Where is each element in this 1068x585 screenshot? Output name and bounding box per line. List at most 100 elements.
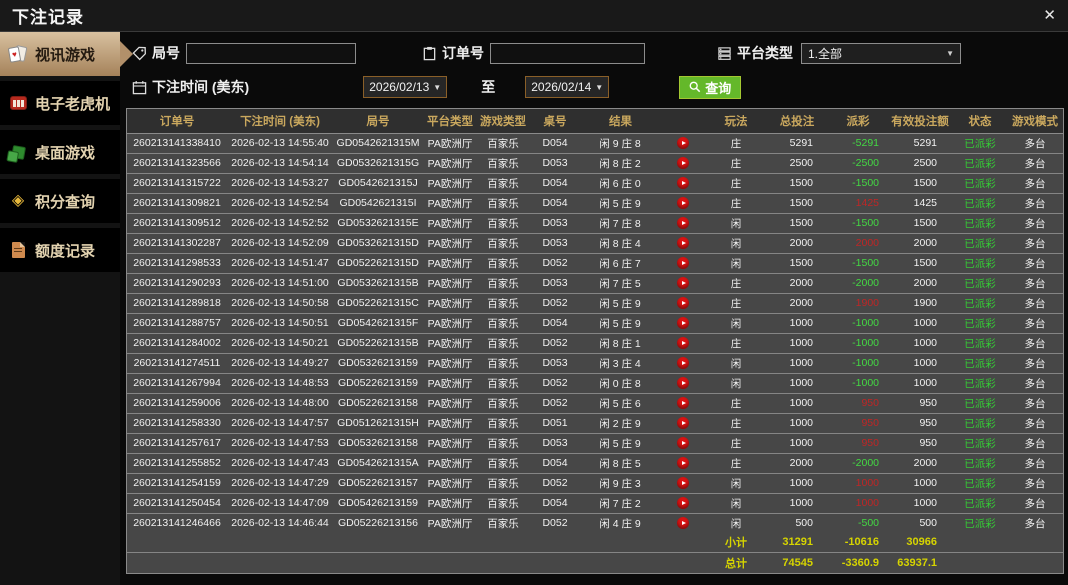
dice-icon <box>8 142 28 162</box>
sidebar-item-slots[interactable]: 电子老虎机 <box>0 81 120 125</box>
cell-valid-bet: 2000 <box>887 233 953 254</box>
cell-platform: PA欧洲厅 <box>423 253 477 274</box>
cell-bet-time: 2026-02-13 14:52:54 <box>227 193 333 214</box>
cell-valid-bet: 2000 <box>887 453 953 474</box>
play-video-icon[interactable] <box>677 137 689 149</box>
cell-table-no: D054 <box>529 133 581 154</box>
cell-order: 260213141289818 <box>127 293 227 314</box>
date-to-picker[interactable]: 2026/02/14 ▼ <box>525 76 610 98</box>
close-icon[interactable]: ✕ <box>1043 7 1056 24</box>
table-row: 260213141254159 2026-02-13 14:47:29 GD05… <box>127 473 1063 494</box>
cell-table-no: D053 <box>529 233 581 254</box>
cell-order: 260213141302287 <box>127 233 227 254</box>
cell-status: 已派彩 <box>953 333 1007 354</box>
cell-game-type: 百家乐 <box>477 393 529 414</box>
cell-table-no: D054 <box>529 173 581 194</box>
play-video-icon[interactable] <box>677 177 689 189</box>
cell-total-bet: 5291 <box>765 133 829 154</box>
play-video-icon[interactable] <box>677 357 689 369</box>
order-number-input[interactable] <box>490 42 645 64</box>
cell-bet-time: 2026-02-13 14:51:47 <box>227 253 333 274</box>
cell-platform: PA欧洲厅 <box>423 153 477 174</box>
play-video-icon[interactable] <box>677 497 689 509</box>
play-video-icon[interactable] <box>677 477 689 489</box>
date-to-value: 2026/02/14 <box>531 80 592 94</box>
sidebar-item-points-query[interactable]: ◈ 积分查询 <box>0 179 120 223</box>
cell-result: 闲 7 庄 2 <box>581 493 707 514</box>
play-video-icon[interactable] <box>677 377 689 389</box>
table-row: 260213141255852 2026-02-13 14:47:43 GD05… <box>127 453 1063 474</box>
cell-order: 260213141274511 <box>127 353 227 374</box>
cell-game-type: 百家乐 <box>477 133 529 154</box>
cell-bet-time: 2026-02-13 14:47:09 <box>227 493 333 514</box>
play-video-icon[interactable] <box>677 457 689 469</box>
cell-play: 庄 <box>707 293 765 314</box>
sidebar-item-label: 积分查询 <box>35 193 96 211</box>
cell-play: 庄 <box>707 393 765 414</box>
cell-platform: PA欧洲厅 <box>423 373 477 394</box>
cell-bet-time: 2026-02-13 14:47:29 <box>227 473 333 494</box>
play-video-icon[interactable] <box>677 417 689 429</box>
grand-total-valid-bet: 63937.1 <box>897 556 937 569</box>
cell-play: 庄 <box>707 133 765 154</box>
platform-type-select[interactable]: 1.全部 ▼ <box>801 42 961 64</box>
col-total-bet: 总投注 <box>765 109 829 134</box>
cell-play: 庄 <box>707 153 765 174</box>
cell-game-mode: 多台 <box>1007 313 1063 334</box>
play-video-icon[interactable] <box>677 397 689 409</box>
play-video-icon[interactable] <box>677 217 689 229</box>
cell-play: 庄 <box>707 453 765 474</box>
cell-valid-bet: 950 <box>887 393 953 414</box>
cell-result: 闲 4 庄 9 <box>581 513 707 533</box>
cell-status: 已派彩 <box>953 413 1007 434</box>
play-video-icon[interactable] <box>677 257 689 269</box>
cell-status: 已派彩 <box>953 253 1007 274</box>
col-payout: 派彩 <box>829 109 887 134</box>
play-video-icon[interactable] <box>677 437 689 449</box>
cell-play: 闲 <box>707 493 765 514</box>
col-round: 局号 <box>333 109 423 134</box>
subtotal-label: 小计 <box>707 532 765 553</box>
play-video-icon[interactable] <box>677 197 689 209</box>
sidebar-item-live-games[interactable]: ♥ 视讯游戏 <box>0 32 120 76</box>
play-video-icon[interactable] <box>677 277 689 289</box>
cell-total-bet: 1500 <box>765 193 829 214</box>
cell-status: 已派彩 <box>953 173 1007 194</box>
round-number-label-group: 局号 <box>132 43 180 63</box>
cell-result: 闲 0 庄 8 <box>581 373 707 394</box>
play-video-icon[interactable] <box>677 317 689 329</box>
table-row: 260213141250454 2026-02-13 14:47:09 GD05… <box>127 493 1063 514</box>
subtotal-payout: -10616 <box>829 532 887 553</box>
table-row: 260213141284002 2026-02-13 14:50:21 GD05… <box>127 333 1063 354</box>
round-number-input[interactable] <box>186 42 356 64</box>
cell-round: GD0532621315E <box>333 213 423 234</box>
play-video-icon[interactable] <box>677 157 689 169</box>
cell-game-mode: 多台 <box>1007 153 1063 174</box>
cell-platform: PA欧洲厅 <box>423 193 477 214</box>
play-video-icon[interactable] <box>677 337 689 349</box>
cell-result: 闲 5 庄 9 <box>581 193 707 214</box>
play-video-icon[interactable] <box>677 237 689 249</box>
date-from-picker[interactable]: 2026/02/13 ▼ <box>363 76 448 98</box>
cell-total-bet: 2000 <box>765 233 829 254</box>
cell-round: GD0542621315A <box>333 453 423 474</box>
cell-round: GD0522621315B <box>333 333 423 354</box>
cell-play: 闲 <box>707 373 765 394</box>
sidebar-item-table-games[interactable]: 桌面游戏 <box>0 130 120 174</box>
cell-payout: -1500 <box>829 173 887 194</box>
cell-game-mode: 多台 <box>1007 353 1063 374</box>
play-video-icon[interactable] <box>677 297 689 309</box>
subtotal-valid-bet: 30966 <box>887 532 953 553</box>
cell-game-mode: 多台 <box>1007 253 1063 274</box>
play-video-icon[interactable] <box>677 517 689 529</box>
filter-area: 局号 订单号 平台类型 1.全部 ▼ <box>126 40 1064 100</box>
cell-payout: -5291 <box>829 133 887 154</box>
search-button[interactable]: 查询 <box>679 75 742 99</box>
cell-game-type: 百家乐 <box>477 333 529 354</box>
cell-platform: PA欧洲厅 <box>423 273 477 294</box>
sidebar-item-quota-records[interactable]: 额度记录 <box>0 228 120 272</box>
chevron-down-icon: ▼ <box>595 82 604 92</box>
date-from-value: 2026/02/13 <box>369 80 430 94</box>
cell-game-mode: 多台 <box>1007 213 1063 234</box>
cell-valid-bet: 1425 <box>887 193 953 214</box>
